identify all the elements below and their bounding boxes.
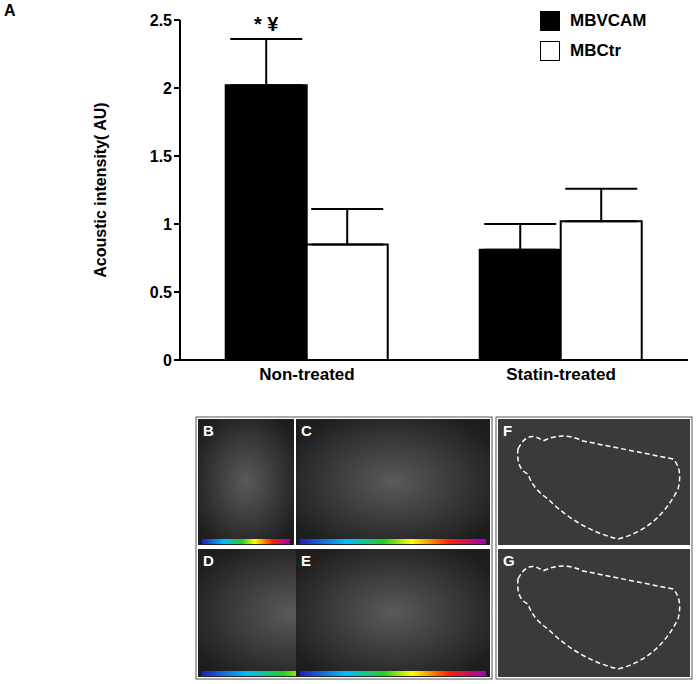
- svg-text:0.5: 0.5: [150, 284, 172, 301]
- svg-text:1: 1: [163, 216, 172, 233]
- svg-text:Statin-treated: Statin-treated: [506, 365, 616, 384]
- html-text:MBVCAM: MBVCAM: [570, 11, 647, 30]
- svg-text:D: D: [203, 552, 214, 569]
- svg-text:0: 0: [163, 352, 172, 369]
- html-text:MBCtr: MBCtr: [570, 41, 621, 60]
- svg-text:F: F: [503, 422, 512, 439]
- svg-text:2: 2: [163, 80, 172, 97]
- svg-text:C: C: [301, 422, 312, 439]
- svg-text:G: G: [503, 552, 515, 569]
- html-text:A: A: [4, 2, 16, 19]
- svg-text:Acoustic intensity( AU): Acoustic intensity( AU): [92, 102, 109, 277]
- svg-text:E: E: [301, 552, 311, 569]
- svg-text:1.5: 1.5: [150, 148, 172, 165]
- svg-text:B: B: [203, 422, 214, 439]
- svg-text:Non-treated: Non-treated: [259, 365, 354, 384]
- svg-text:2.5: 2.5: [150, 12, 172, 29]
- svg-text:* ¥: * ¥: [254, 13, 279, 35]
